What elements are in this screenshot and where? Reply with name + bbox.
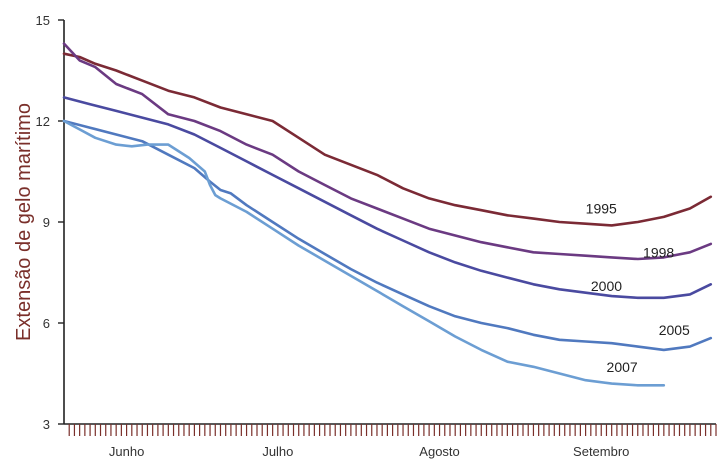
series-line-2000 (62, 96, 713, 300)
y-tick-label: 9 (43, 215, 50, 230)
series-line-1998 (62, 42, 713, 261)
y-tick-label: 6 (43, 316, 50, 331)
series-label-1995: 1995 (586, 201, 617, 217)
series-label-2005: 2005 (659, 322, 690, 338)
y-tick-label: 12 (36, 114, 50, 129)
series-labels: 1995 1998 2000 2005 2007 (586, 201, 690, 375)
series-line-1995 (62, 52, 713, 227)
series-line-2007 (62, 119, 666, 387)
series-line-2005 (62, 119, 713, 352)
x-month-label: Junho (109, 444, 144, 459)
series-label-1998: 1998 (643, 244, 674, 260)
series-lines (62, 42, 713, 387)
series-label-2000: 2000 (591, 278, 622, 294)
x-month-label: Agosto (419, 444, 459, 459)
x-month-label: Julho (262, 444, 293, 459)
y-axis-title: Extensão de gelo marítimo (13, 103, 35, 341)
ticks: 3 6 9 12 15 Junho Julho Agosto Setembro (36, 13, 717, 459)
y-tick-label: 15 (36, 13, 50, 28)
y-tick-label: 3 (43, 417, 50, 432)
x-month-label: Setembro (573, 444, 629, 459)
series-label-2007: 2007 (607, 359, 638, 375)
